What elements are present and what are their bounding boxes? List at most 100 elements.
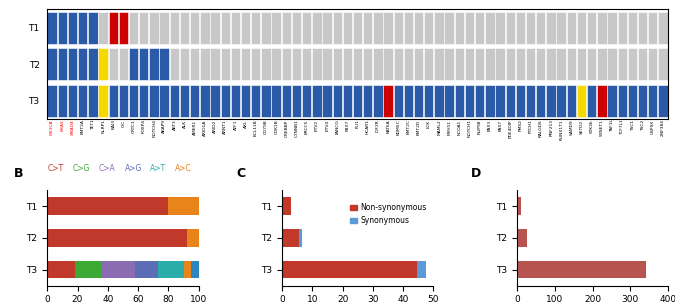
Bar (221, 12, 230, 44)
Bar (566, 12, 576, 44)
Bar (648, 85, 657, 117)
Bar (394, 12, 403, 44)
Bar (363, 85, 373, 117)
Bar (129, 12, 138, 44)
Bar (323, 12, 331, 44)
Bar (169, 85, 179, 117)
Bar (129, 85, 138, 117)
Bar (57, 12, 67, 44)
Bar (302, 48, 311, 80)
Text: C>A: C>A (99, 164, 115, 173)
Bar (261, 12, 271, 44)
Bar (414, 85, 423, 117)
Bar (526, 12, 535, 44)
Bar (298, 229, 302, 247)
Bar (618, 85, 627, 117)
Legend: Non-synonymous, Synonymous: Non-synonymous, Synonymous (348, 200, 430, 228)
Bar (88, 12, 98, 44)
Bar (465, 85, 475, 117)
Bar (517, 197, 521, 215)
Bar (587, 48, 597, 80)
Bar (282, 197, 291, 215)
Bar (231, 48, 240, 80)
Bar (241, 12, 250, 44)
Bar (261, 85, 271, 117)
Bar (546, 48, 556, 80)
Bar (139, 12, 148, 44)
Bar (658, 12, 668, 44)
Bar (292, 12, 301, 44)
Bar (475, 48, 485, 80)
Bar (363, 12, 373, 44)
Bar (485, 85, 495, 117)
Bar (638, 12, 647, 44)
Bar (200, 12, 209, 44)
Bar (434, 48, 443, 80)
Bar (169, 197, 198, 215)
Bar (597, 48, 607, 80)
Bar (159, 48, 169, 80)
Bar (231, 85, 240, 117)
Bar (211, 48, 219, 80)
Bar (536, 48, 545, 80)
Bar (180, 12, 189, 44)
Bar (190, 85, 199, 117)
Bar (444, 12, 454, 44)
Legend: Missense, Frameshift, Nonsense: Missense, Frameshift, Nonsense (486, 0, 664, 3)
Bar (333, 85, 342, 117)
Bar (169, 12, 179, 44)
Bar (211, 85, 219, 117)
Bar (180, 85, 189, 117)
Bar (658, 48, 668, 80)
Text: D: D (471, 166, 481, 180)
Bar (414, 12, 423, 44)
Bar (383, 85, 393, 117)
Bar (556, 48, 566, 80)
Bar (281, 48, 291, 80)
Bar (159, 12, 169, 44)
Bar (455, 85, 464, 117)
Bar (139, 48, 148, 80)
Text: B: B (14, 166, 24, 180)
Bar (404, 12, 413, 44)
Bar (323, 48, 331, 80)
Bar (618, 48, 627, 80)
Bar (333, 12, 342, 44)
Bar (57, 85, 67, 117)
Bar (159, 85, 169, 117)
Bar (312, 85, 321, 117)
Bar (241, 48, 250, 80)
Bar (404, 85, 413, 117)
Bar (383, 48, 393, 80)
Bar (109, 85, 118, 117)
Bar (292, 85, 301, 117)
Bar (200, 48, 209, 80)
Bar (281, 85, 291, 117)
Bar (333, 48, 342, 80)
Bar (99, 48, 108, 80)
Bar (608, 12, 617, 44)
Bar (282, 229, 298, 247)
Bar (191, 261, 198, 278)
Bar (149, 85, 159, 117)
Bar (383, 12, 393, 44)
Bar (68, 48, 77, 80)
Bar (608, 85, 617, 117)
Bar (343, 12, 352, 44)
Bar (129, 48, 138, 80)
Bar (211, 12, 219, 44)
Bar (353, 48, 362, 80)
Bar (47, 48, 57, 80)
Bar (495, 48, 505, 80)
Bar (597, 12, 607, 44)
Bar (88, 85, 98, 117)
Bar (638, 85, 647, 117)
Bar (353, 12, 362, 44)
Bar (302, 12, 311, 44)
Bar (78, 48, 87, 80)
Bar (516, 48, 525, 80)
Bar (292, 48, 301, 80)
Bar (465, 12, 475, 44)
Bar (109, 12, 118, 44)
Bar (587, 85, 597, 117)
